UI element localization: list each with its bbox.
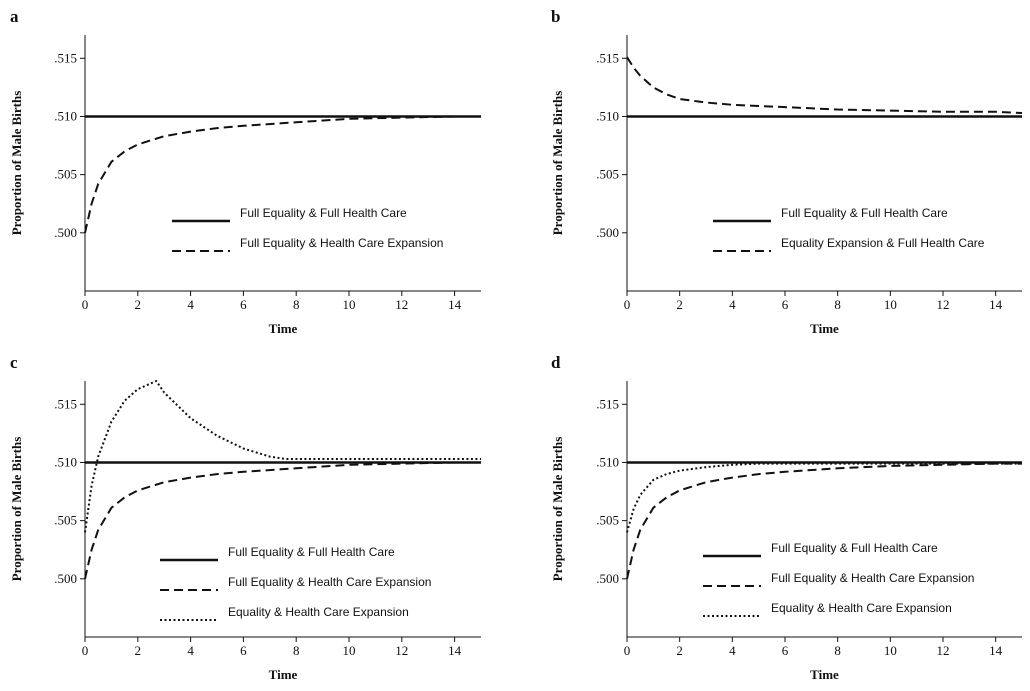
y-tick-label: .505 [54,167,77,182]
y-tick-label: .505 [596,513,619,528]
x-tick-label: 2 [135,643,142,658]
x-tick-label: 10 [884,297,897,312]
y-axis-label: Proportion of Male Births [550,91,565,236]
x-tick-label: 8 [834,643,841,658]
series-line-dashed [626,462,1022,580]
x-tick-label: 14 [989,297,1003,312]
y-tick-label: .510 [54,454,77,469]
y-tick-label: .515 [54,396,77,411]
series-line-dotted [84,380,481,533]
x-tick-label: 6 [782,643,789,658]
y-tick-label: .500 [596,225,619,240]
x-tick-label: 8 [293,643,300,658]
x-tick-label: 12 [937,643,950,658]
panel-letter: a [10,7,19,26]
y-tick-label: .515 [54,50,77,65]
x-tick-label: 0 [624,297,631,312]
panel-letter: b [551,7,560,26]
legend-label: Equality Expansion & Full Health Care [781,236,985,250]
series-line-dashed [84,115,481,234]
x-tick-label: 0 [82,643,89,658]
y-axis-label: Proportion of Male Births [9,437,24,582]
x-tick-label: 2 [135,297,142,312]
x-axis-label: Time [269,667,298,682]
legend-label: Full Equality & Health Care Expansion [240,236,443,250]
panel-letter: d [551,353,561,372]
panel-a: a .500 .505 .510 .515 0 2 4 6 8 10 12 14 Time Proporti… [0,0,515,345]
x-tick-label: 6 [240,643,247,658]
chart-d: d .500 .505 .510 .515 0 2 4 6 8 10 12 14 Time Proporti… [550,353,1022,682]
x-tick-label: 12 [395,297,408,312]
y-tick-label: .505 [596,167,619,182]
x-tick-label: 12 [395,643,408,658]
series-line-dashed [626,56,1023,114]
legend-label: Full Equality & Full Health Care [240,206,407,220]
panel-d: d .500 .505 .510 .515 0 2 4 6 8 10 12 14 Time Proporti… [541,346,1030,691]
x-tick-label: 10 [343,643,356,658]
x-tick-label: 2 [676,297,683,312]
x-tick-label: 8 [834,297,841,312]
x-tick-label: 12 [937,297,950,312]
y-tick-label: .500 [596,571,619,586]
chart-b: b .500 .505 .510 .515 0 2 4 6 8 10 12 14 Time Proporti… [550,7,1023,336]
x-tick-label: 10 [884,643,897,658]
x-tick-label: 14 [448,297,462,312]
y-tick-label: .515 [596,50,619,65]
legend-label: Full Equality & Full Health Care [228,545,395,559]
x-tick-label: 14 [989,643,1003,658]
chart-c: c .500 .505 .510 .515 0 2 4 6 8 10 12 14 Time Proporti… [9,353,481,682]
x-tick-label: 6 [782,297,789,312]
legend-label: Equality & Health Care Expansion [228,605,409,619]
y-axis-label: Proportion of Male Births [9,91,24,236]
y-tick-label: .510 [54,108,77,123]
y-tick-label: .500 [54,225,77,240]
panel-c: c .500 .505 .510 .515 0 2 4 6 8 10 12 14 Time Proporti… [0,346,515,691]
x-tick-label: 2 [676,643,683,658]
x-tick-label: 10 [343,297,356,312]
x-tick-label: 0 [82,297,89,312]
x-tick-label: 14 [448,643,462,658]
legend-label: Full Equality & Full Health Care [771,541,938,555]
x-axis-label: Time [810,667,839,682]
legend-label: Full Equality & Full Health Care [781,206,948,220]
chart-a: a .500 .505 .510 .515 0 2 4 6 8 10 12 14 Time Proporti… [9,7,481,336]
series-line-dotted [626,462,1022,533]
legend-label: Equality & Health Care Expansion [771,601,952,615]
x-tick-label: 4 [187,643,194,658]
y-tick-label: .510 [596,108,619,123]
y-tick-label: .500 [54,571,77,586]
panel-letter: c [10,353,18,372]
y-tick-label: .510 [596,454,619,469]
y-axis-label: Proportion of Male Births [550,437,565,582]
x-tick-label: 4 [729,297,736,312]
legend-label: Full Equality & Health Care Expansion [228,575,431,589]
y-tick-label: .515 [596,396,619,411]
x-tick-label: 6 [240,297,247,312]
y-tick-label: .505 [54,513,77,528]
panel-b: b .500 .505 .510 .515 0 2 4 6 8 10 12 14 Time Proporti… [541,0,1030,345]
x-axis-label: Time [810,321,839,336]
x-tick-label: 8 [293,297,300,312]
series-line-dashed [84,461,481,580]
x-tick-label: 4 [729,643,736,658]
legend-label: Full Equality & Health Care Expansion [771,571,974,585]
x-axis-label: Time [269,321,298,336]
x-tick-label: 4 [187,297,194,312]
x-tick-label: 0 [624,643,631,658]
